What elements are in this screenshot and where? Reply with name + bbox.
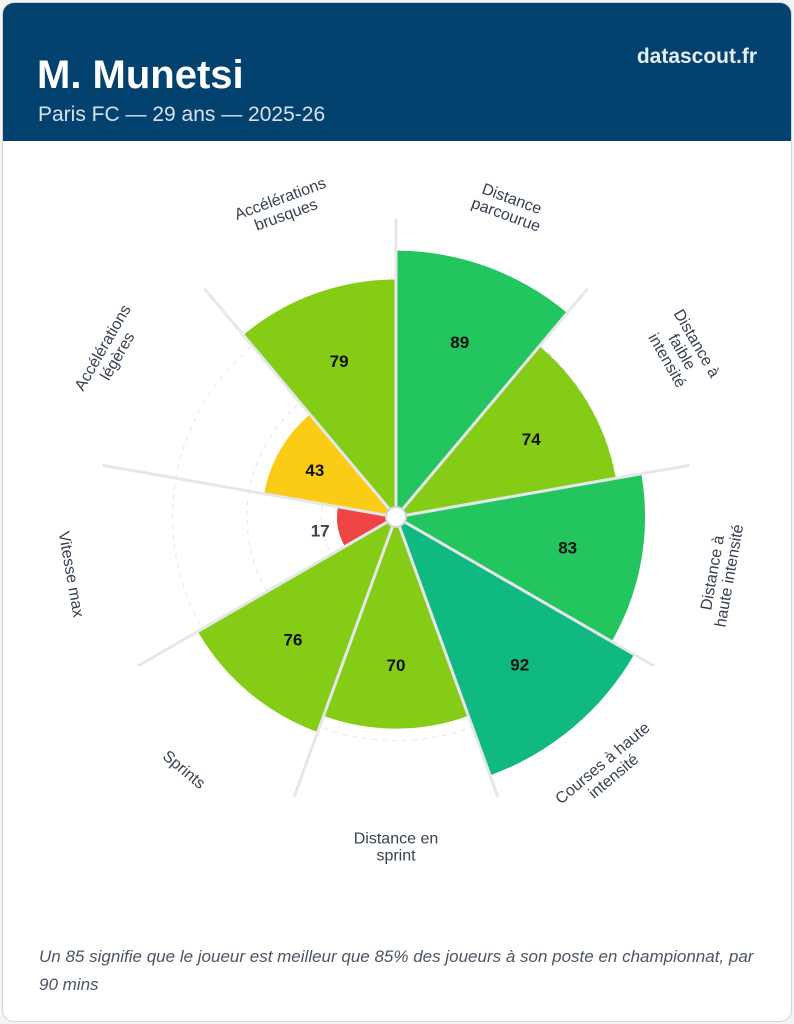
bar-slice — [243, 279, 396, 510]
category-label-line: Sprints — [159, 748, 208, 793]
category-label: Vitesse max — [55, 530, 87, 618]
bar-slice — [402, 346, 616, 516]
bar-slice — [396, 250, 568, 510]
slice-separator — [403, 520, 655, 668]
value-label: 74 — [522, 430, 541, 449]
bar-slice — [264, 414, 390, 516]
category-label: Accélérationslégères — [72, 302, 149, 402]
slice-separator — [405, 463, 690, 517]
value-label: 43 — [305, 461, 324, 480]
brand-logo: datascout.fr — [636, 45, 757, 68]
category-label-line: Distance en — [354, 831, 439, 848]
slice-separator — [203, 287, 391, 511]
slice-separator — [137, 520, 389, 668]
category-label: Accélérationsbrusques — [232, 175, 334, 240]
category-label: Distance àhaute intensité — [696, 520, 748, 629]
category-label: Sprints — [159, 748, 208, 793]
header: M. Munetsi Paris FC — 29 ans — 2025-26 d… — [3, 3, 791, 141]
category-label: Courses à hauteintensité — [553, 719, 665, 821]
bar-slice — [323, 526, 469, 729]
bar-slice — [404, 473, 646, 642]
category-label: Distanceparcourue — [469, 179, 548, 236]
category-label-line: sprint — [376, 848, 416, 865]
value-label: 76 — [284, 631, 303, 650]
category-label: Distance àfaibleintensité — [640, 307, 722, 398]
category-label-line: Vitesse max — [55, 530, 87, 618]
value-label: 17 — [311, 521, 330, 540]
value-label: 89 — [450, 333, 469, 352]
slice-separator — [102, 463, 387, 517]
value-label: 92 — [510, 655, 529, 674]
bar-slice — [337, 506, 388, 547]
slice-separator — [292, 525, 394, 798]
value-label: 70 — [387, 656, 406, 675]
slice-separator — [401, 287, 589, 511]
value-label: 79 — [330, 352, 349, 371]
category-label: Distance en sprint — [354, 831, 439, 865]
value-label: 83 — [558, 538, 577, 557]
bar-slice — [399, 522, 635, 776]
player-name: M. Munetsi — [37, 53, 244, 97]
footer-note: Un 85 signifie que le joueur est meilleu… — [39, 947, 754, 994]
slice-separator — [398, 525, 500, 798]
center-hole — [385, 506, 407, 528]
bar-slice — [197, 522, 393, 733]
player-subtitle: Paris FC — 29 ans — 2025-26 — [38, 103, 326, 126]
